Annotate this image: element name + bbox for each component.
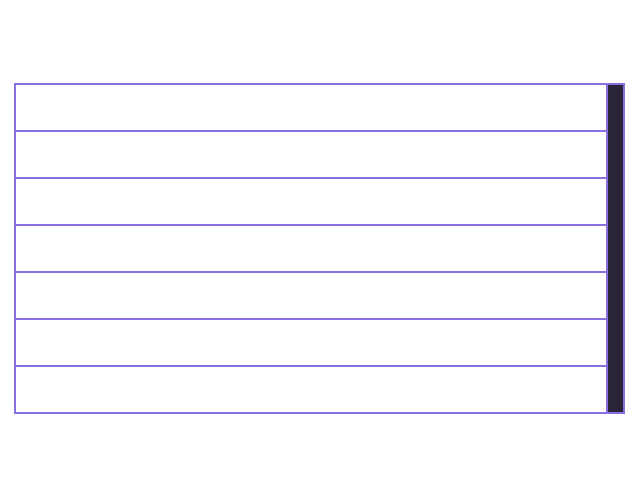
list-item[interactable] bbox=[16, 320, 606, 367]
list-item[interactable] bbox=[16, 226, 606, 273]
list-box bbox=[14, 83, 625, 414]
list-item[interactable] bbox=[16, 273, 606, 320]
list-item[interactable] bbox=[16, 132, 606, 179]
list-item[interactable] bbox=[16, 367, 606, 412]
list-rows bbox=[16, 85, 606, 412]
list-item[interactable] bbox=[16, 179, 606, 226]
list-item[interactable] bbox=[16, 85, 606, 132]
vertical-scrollbar[interactable] bbox=[606, 85, 623, 412]
